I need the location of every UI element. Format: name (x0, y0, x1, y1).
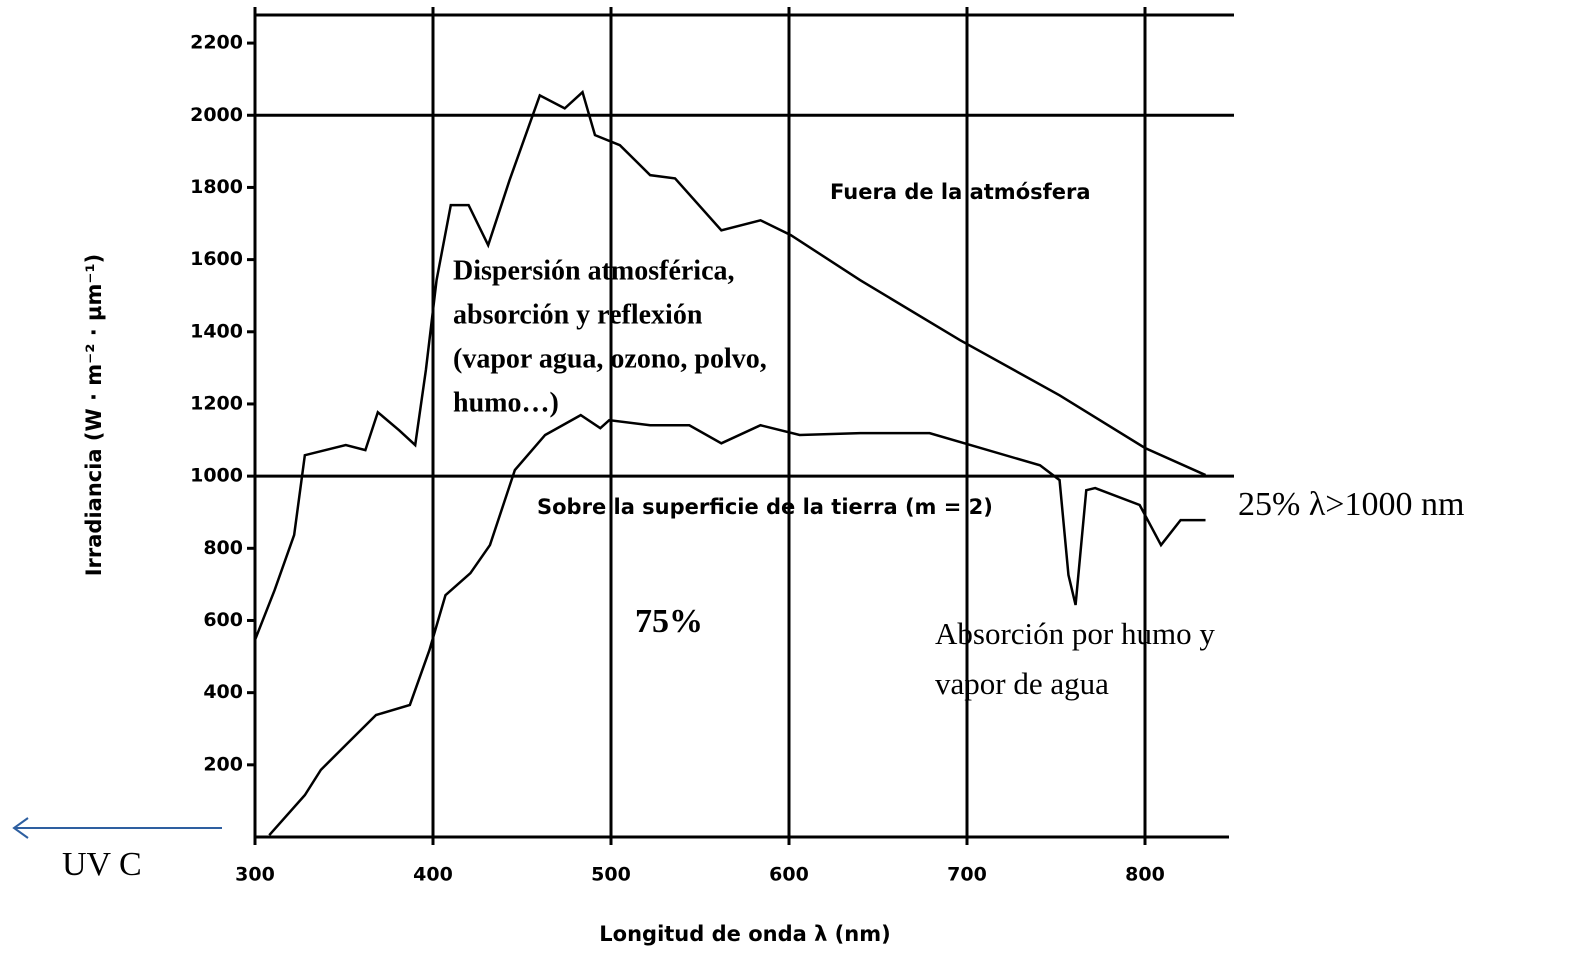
y-tick-label: 2000 (190, 104, 243, 126)
x-tick-label: 700 (947, 864, 987, 886)
annotation: vapor de agua (935, 666, 1109, 701)
annotation: 75% (635, 603, 703, 640)
y-tick-label: 1200 (190, 392, 243, 414)
series-line (268, 413, 1206, 837)
y-tick-label: 1400 (190, 320, 243, 342)
y-tick-label: 2200 (190, 32, 243, 54)
x-axis-label: Longitud de onda λ (nm) (599, 922, 890, 946)
annotation: (vapor agua, ozono, polvo, (453, 343, 767, 374)
x-tick-label: 600 (769, 864, 809, 886)
annotation: UV C (62, 846, 142, 883)
annotation: 25% λ>1000 nm (1238, 486, 1464, 523)
y-tick-label: 800 (203, 537, 243, 559)
series-label: Sobre la superficie de la tierra (m = 2) (537, 495, 993, 519)
annotation: humo…) (453, 387, 559, 418)
y-tick-label: 1800 (190, 176, 243, 198)
arrow-head (12, 817, 29, 839)
y-tick-label: 1600 (190, 248, 243, 270)
x-tick-label: 300 (235, 864, 275, 886)
annotation: absorción y reflexión (453, 299, 703, 330)
annotation: Dispersión atmosférica, (453, 255, 735, 286)
x-tick-label: 500 (591, 864, 631, 886)
x-tick-label: 400 (413, 864, 453, 886)
y-tick-label: 600 (203, 609, 243, 631)
y-tick-label: 1000 (190, 465, 243, 487)
y-tick-label: 400 (203, 681, 243, 703)
x-tick-label: 800 (1125, 864, 1165, 886)
series-label: Fuera de la atmósfera (830, 180, 1091, 204)
series-line (253, 89, 1207, 641)
y-tick-label: 200 (203, 753, 243, 775)
y-axis-label: Irradiancia (W · m⁻² · µm⁻¹) (82, 254, 106, 577)
annotation: Absorción por humo y (935, 616, 1215, 651)
